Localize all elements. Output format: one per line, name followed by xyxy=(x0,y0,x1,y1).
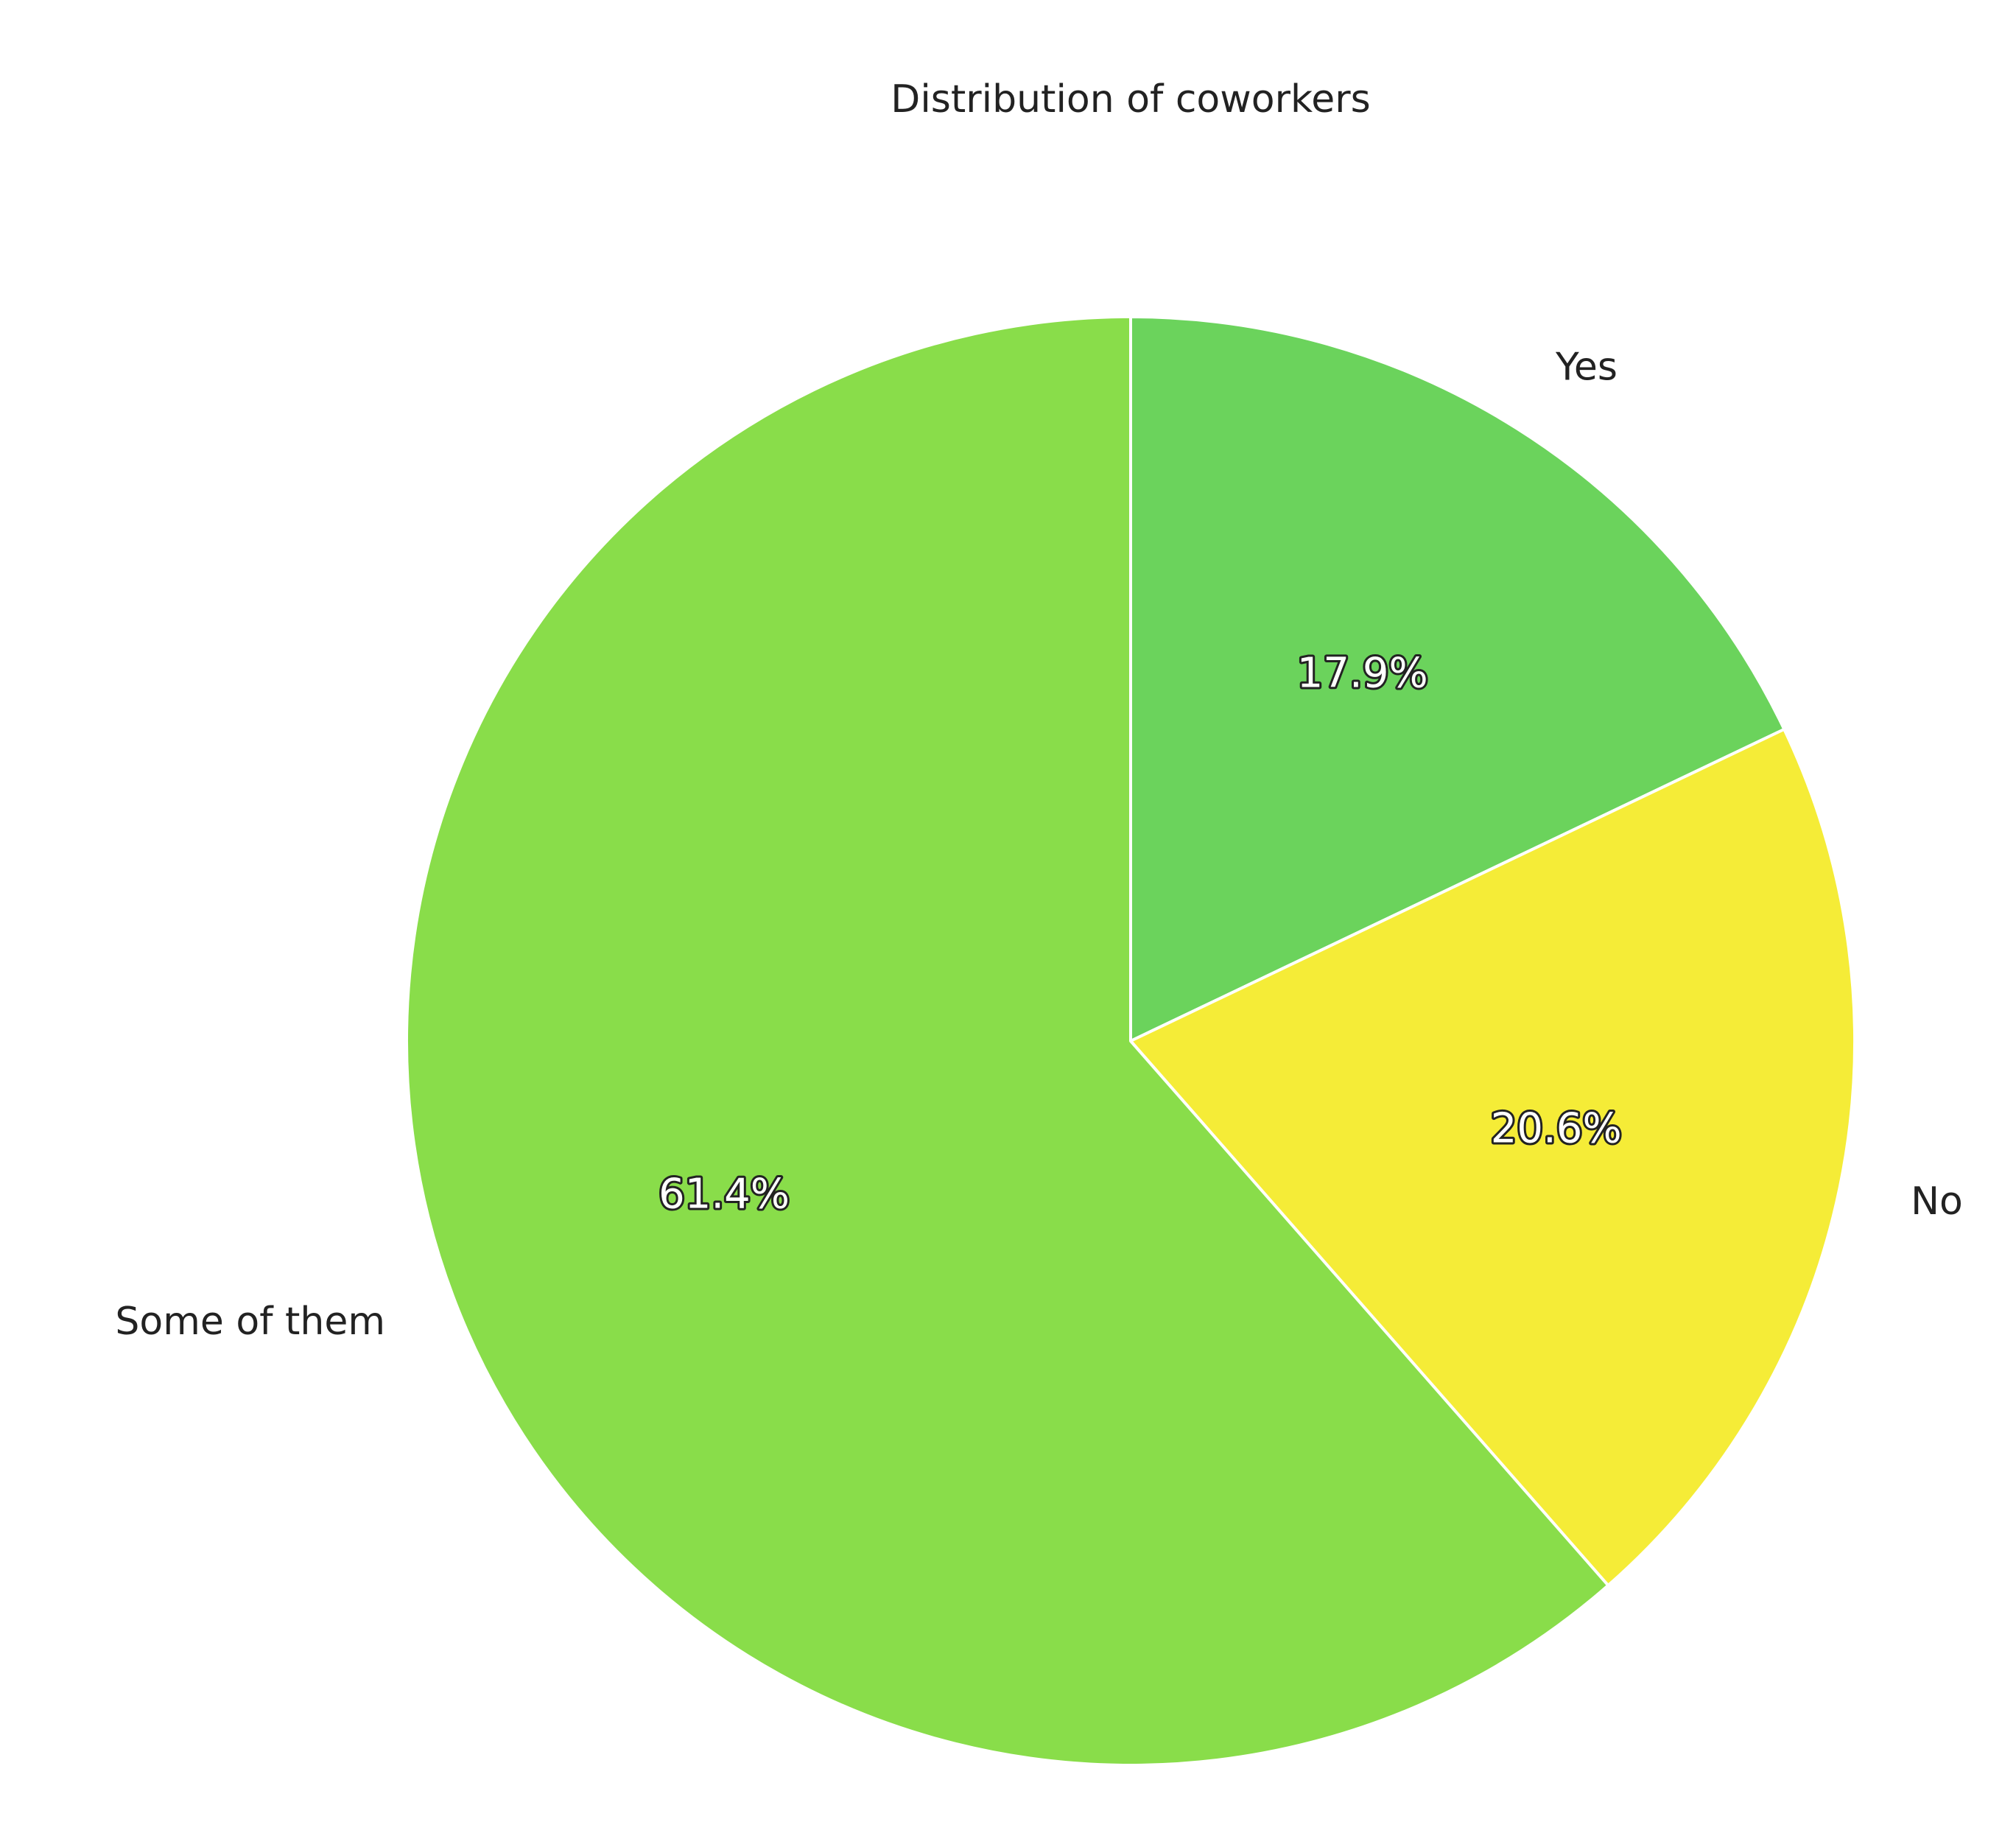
pie-slice-yes xyxy=(1129,315,1786,1042)
slice-label-no: No xyxy=(1911,1180,1963,1224)
slice-label-yes: Yes xyxy=(1555,346,1618,390)
pie-slice-some-of-them xyxy=(405,315,1610,1767)
pie-slices xyxy=(405,315,1856,1767)
category-labels: Yes No Some of them xyxy=(115,346,1962,1344)
slice-percent-some-of-them: 61.4% xyxy=(658,1170,790,1218)
slice-percent-no: 20.6% xyxy=(1491,1104,1622,1152)
pie-slice-no xyxy=(1129,727,1856,1587)
chart-title: Distribution of coworkers xyxy=(891,77,1370,122)
slice-label-some-of-them: Some of them xyxy=(115,1300,385,1344)
slice-percent-yes: 17.9% xyxy=(1297,650,1428,698)
percent-labels: 17.9% 20.6% 61.4% xyxy=(656,648,1624,1221)
